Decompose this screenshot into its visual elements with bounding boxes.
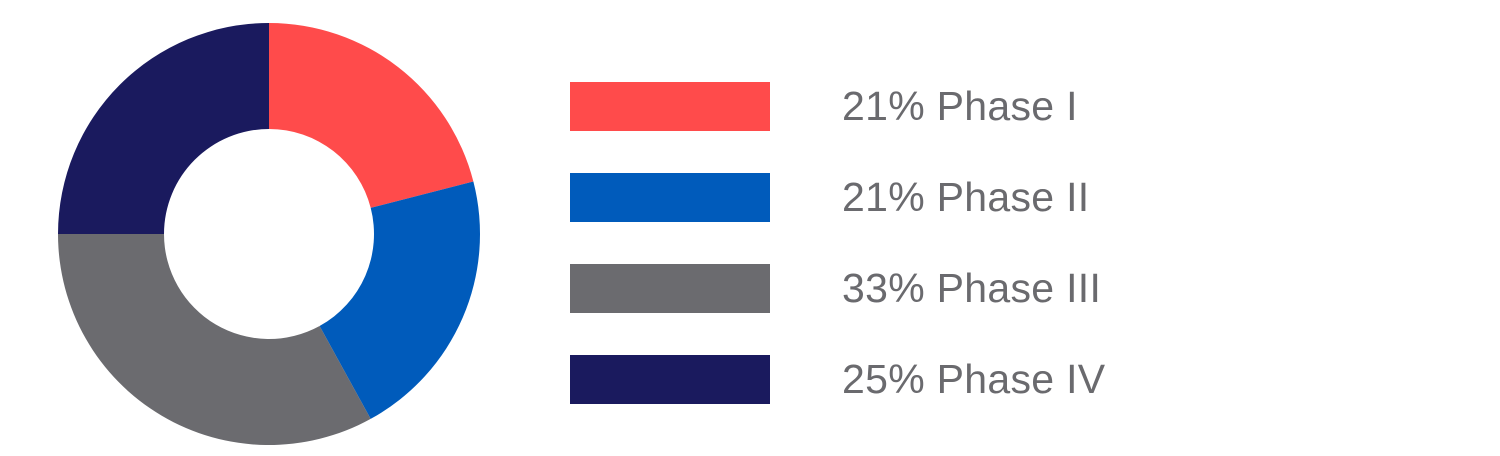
donut-chart [58,23,480,445]
legend-item-phase-1: 21% Phase I [570,82,1270,173]
donut-slice-phase-ii [319,181,480,419]
legend-swatch-phase-1 [570,82,770,131]
legend-item-phase-2: 21% Phase II [570,173,1270,264]
legend-label-phase-3: 33% Phase III [842,265,1102,311]
legend: 21% Phase I 21% Phase II 33% Phase III 2… [570,82,1270,446]
legend-label-phase-4: 25% Phase IV [842,356,1106,402]
legend-label-phase-2: 21% Phase II [842,174,1090,220]
donut-slice-phase-i [269,23,474,208]
legend-swatch-phase-2 [570,173,770,222]
legend-swatch-phase-4 [570,355,770,404]
legend-label-phase-1: 21% Phase I [842,83,1078,129]
donut-slice-phase-iv [58,23,269,234]
legend-item-phase-4: 25% Phase IV [570,355,1270,446]
legend-swatch-phase-3 [570,264,770,313]
legend-item-phase-3: 33% Phase III [570,264,1270,355]
donut-slice-phase-iii [58,234,371,445]
